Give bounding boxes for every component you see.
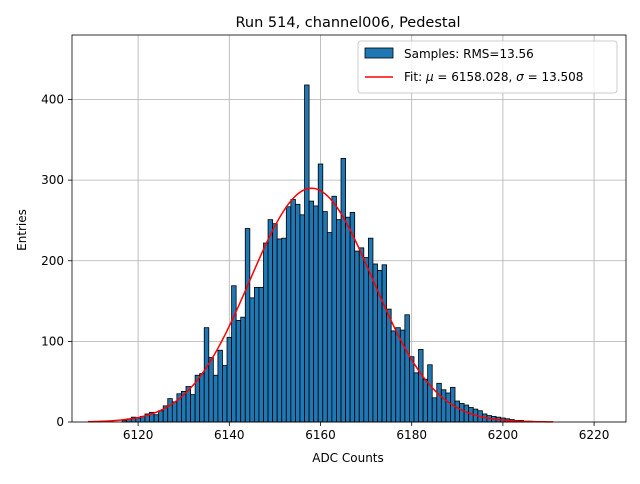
histogram-bar — [386, 308, 392, 423]
histogram-bar — [253, 286, 260, 423]
histogram-bar — [240, 316, 246, 423]
legend-fit-prefix: Fit: — [404, 70, 426, 84]
histogram-bar — [358, 247, 365, 423]
histogram-bar — [167, 398, 173, 423]
legend-fit-sigma-value: = 13.508 — [524, 70, 584, 84]
histogram-bar — [295, 203, 301, 423]
histogram-bar — [158, 410, 164, 423]
histogram-bar — [190, 394, 196, 423]
x-tick-label: 6200 — [488, 428, 519, 442]
legend-fit-mu-value: = 6158.028, — [434, 70, 517, 84]
histogram-bar — [212, 374, 219, 423]
histogram-bar — [217, 349, 223, 423]
histogram-bar — [440, 389, 447, 423]
y-tick-label: 100 — [41, 334, 64, 348]
histogram-bar — [267, 219, 274, 423]
y-tick-label: 200 — [41, 254, 64, 268]
histogram-bar — [349, 211, 356, 423]
histogram-bar — [454, 400, 460, 423]
x-axis-ticks: 6120 6140 6160 6180 6200 6220 — [123, 422, 610, 442]
histogram-bar — [404, 314, 410, 423]
histogram-bar — [308, 200, 315, 423]
fit-curve — [87, 187, 554, 423]
histogram-bar — [381, 264, 388, 423]
x-tick-label: 6220 — [579, 428, 610, 442]
plot-area-frame — [71, 34, 627, 423]
legend-fit-mu: μ — [425, 70, 434, 84]
histogram-bars — [121, 84, 533, 423]
legend-box — [357, 40, 618, 94]
histogram-bar — [244, 228, 251, 423]
histogram-bar — [263, 242, 269, 423]
histogram-bar — [422, 378, 429, 423]
histogram-bar — [336, 219, 342, 423]
histogram-bar — [317, 163, 324, 423]
histogram-bar — [463, 404, 470, 423]
histogram-bar — [199, 373, 205, 423]
histogram-bar — [171, 401, 178, 423]
histogram-bar — [331, 195, 337, 423]
legend: Samples: RMS=13.56 Fit: μ = 6158.028, σ … — [357, 40, 618, 94]
histogram-bar — [231, 285, 237, 423]
histogram-bar — [409, 356, 415, 423]
histogram-bar — [459, 403, 465, 423]
histogram-bar — [313, 205, 319, 423]
histogram-bar — [304, 84, 310, 423]
histogram-bar — [299, 214, 305, 423]
histogram-bar — [418, 349, 424, 423]
histogram-bar — [345, 216, 351, 423]
histogram-bar — [431, 397, 438, 423]
histogram-bar — [367, 237, 374, 423]
histogram-bar — [445, 392, 451, 423]
histogram-bar — [413, 372, 419, 423]
y-tick-label: 300 — [41, 173, 64, 187]
x-tick-label: 6120 — [123, 428, 154, 442]
histogram-bar — [222, 365, 228, 423]
histogram-bar — [390, 330, 397, 423]
x-tick-label: 6160 — [305, 428, 336, 442]
histogram-bar — [208, 357, 214, 423]
histogram-bar — [290, 199, 296, 423]
legend-fit-label: Fit: μ = 6158.028, σ = 13.508 — [404, 70, 583, 84]
histogram-bar — [363, 257, 369, 423]
legend-histogram-swatch — [364, 47, 394, 59]
histogram-bar — [285, 206, 292, 423]
histogram-bar — [354, 250, 360, 423]
histogram-bar — [281, 237, 287, 423]
histogram-bar — [153, 414, 160, 423]
histogram-bar — [272, 223, 278, 423]
histogram-bar — [235, 320, 242, 423]
histogram-bar — [436, 382, 442, 423]
histogram-bar — [322, 211, 328, 423]
y-tick-label: 400 — [41, 93, 64, 107]
y-tick-label: 0 — [56, 415, 64, 429]
histogram-bar — [427, 364, 433, 423]
histogram-bar — [395, 327, 401, 423]
chart-title: Run 514, channel006, Pedestal — [235, 15, 460, 31]
histogram-bar — [258, 286, 264, 423]
y-axis-ticks: 0 100 200 300 400 — [41, 93, 72, 429]
histogram-bar — [276, 238, 283, 423]
legend-histogram-label: Samples: RMS=13.56 — [404, 47, 534, 61]
x-tick-label: 6180 — [396, 428, 427, 442]
y-axis-label: Entries — [15, 209, 29, 251]
legend-fit-sigma: σ — [516, 70, 524, 84]
histogram-bar — [340, 157, 346, 423]
x-axis-label: ADC Counts — [312, 451, 384, 465]
x-tick-label: 6140 — [214, 428, 245, 442]
histogram-bar — [249, 297, 255, 423]
histogram-bar — [203, 327, 210, 423]
histogram-bar — [326, 232, 333, 423]
histogram-bar — [226, 336, 232, 423]
